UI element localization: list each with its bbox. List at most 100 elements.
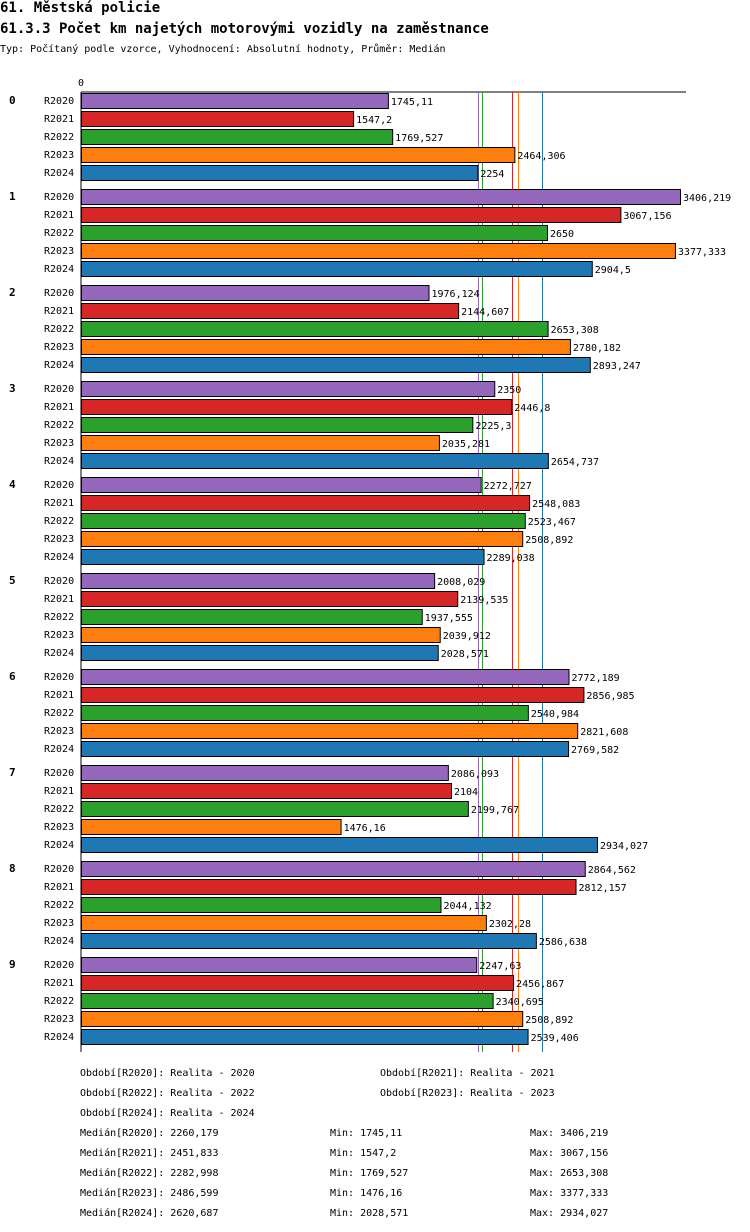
data-label: 2289,038 (487, 553, 535, 564)
series-label: R2024 (44, 552, 74, 563)
bar (81, 933, 537, 949)
category-label: 7 (9, 766, 16, 779)
data-label: 2769,582 (571, 745, 619, 756)
bar (81, 1029, 529, 1045)
series-label: R2020 (44, 768, 74, 779)
bar (81, 453, 549, 469)
data-label: 1745,11 (391, 97, 433, 108)
bar (81, 957, 478, 973)
bar-chart: 0 0 R2020 1745,11 R2021 1547,2 R2022 1769,527 R2… (9, 78, 731, 1052)
bar (81, 147, 516, 163)
bar (81, 669, 570, 685)
bar (81, 513, 526, 529)
series-label: R2022 (44, 900, 74, 911)
bar (81, 111, 355, 127)
legend-period-r2024: Období[R2024]: Realita - 2024 (80, 1108, 255, 1119)
data-label: 2904,5 (595, 265, 631, 276)
legend-min-r2021: Min: 1547,2 (330, 1148, 397, 1159)
axis-zero-label: 0 (78, 78, 84, 89)
series-label: R2023 (44, 918, 74, 929)
legend-min-r2023: Min: 1476,16 (330, 1188, 403, 1199)
series-label: R2023 (44, 246, 74, 257)
series-label: R2020 (44, 480, 74, 491)
data-label: 2654,737 (551, 457, 599, 468)
legend-max-r2024: Max: 2934,027 (530, 1208, 609, 1219)
series-label: R2021 (44, 786, 74, 797)
series-label: R2024 (44, 936, 74, 947)
series-label: R2024 (44, 744, 74, 755)
bar (81, 93, 389, 109)
data-label: 3377,333 (678, 247, 726, 258)
data-label: 2225,3 (475, 421, 511, 432)
bar (81, 687, 585, 703)
data-label: 2893,247 (593, 361, 641, 372)
legend-min-r2022: Min: 1769,527 (330, 1168, 409, 1179)
legend-median-r2021: Medián[R2021]: 2451,833 (80, 1148, 219, 1159)
series-label: R2021 (44, 402, 74, 413)
bar (81, 261, 593, 277)
bar (81, 573, 436, 589)
bar (81, 879, 577, 895)
series-label: R2022 (44, 612, 74, 623)
data-label: 2254 (480, 169, 504, 180)
data-label: 2456,867 (516, 979, 564, 990)
series-label: R2020 (44, 288, 74, 299)
data-label: 2864,562 (588, 865, 636, 876)
data-label: 2446,8 (514, 403, 550, 414)
data-label: 2464,306 (517, 151, 565, 162)
series-label: R2023 (44, 150, 74, 161)
series-label: R2024 (44, 168, 74, 179)
bar (81, 1011, 524, 1027)
series-label: R2020 (44, 96, 74, 107)
series-label: R2024 (44, 360, 74, 371)
series-label: R2023 (44, 822, 74, 833)
data-label: 2508,892 (525, 1015, 573, 1026)
series-label: R2021 (44, 306, 74, 317)
bar (81, 861, 586, 877)
bar (81, 645, 439, 661)
bar (81, 819, 342, 835)
data-label: 2302,28 (489, 919, 531, 930)
series-label: R2021 (44, 882, 74, 893)
data-label: 2650 (550, 229, 574, 240)
bar (81, 801, 469, 817)
legend-period-r2021: Období[R2021]: Realita - 2021 (380, 1068, 555, 1079)
bar (81, 399, 513, 415)
data-label: 1547,2 (356, 115, 392, 126)
bar (81, 765, 449, 781)
category-label: 3 (9, 382, 16, 395)
bar (81, 339, 571, 355)
data-label: 2934,027 (600, 841, 648, 852)
series-label: R2024 (44, 456, 74, 467)
series-label: R2024 (44, 648, 74, 659)
legend-period-r2020: Období[R2020]: Realita - 2020 (80, 1068, 255, 1079)
legend-min-r2020: Min: 1745,11 (330, 1128, 403, 1139)
series-label: R2022 (44, 228, 74, 239)
data-label: 2035,281 (442, 439, 490, 450)
legend-max-r2023: Max: 3377,333 (530, 1188, 609, 1199)
series-label: R2020 (44, 864, 74, 875)
bar (81, 381, 496, 397)
series-label: R2021 (44, 978, 74, 989)
bar (81, 321, 549, 337)
bar (81, 993, 494, 1009)
series-label: R2023 (44, 342, 74, 353)
bar (81, 417, 474, 433)
legend-median-r2023: Medián[R2023]: 2486,599 (80, 1188, 219, 1199)
data-label: 2199,767 (471, 805, 519, 816)
data-label: 2812,157 (579, 883, 627, 894)
data-label: 2653,308 (551, 325, 599, 336)
data-label: 2780,182 (573, 343, 621, 354)
bar (81, 303, 460, 319)
legend-max-r2022: Max: 2653,308 (530, 1168, 609, 1179)
data-label: 2539,406 (531, 1033, 579, 1044)
series-label: R2020 (44, 384, 74, 395)
bar (81, 705, 529, 721)
category-label: 4 (9, 478, 16, 491)
category-label: 9 (9, 958, 16, 971)
data-label: 2144,607 (461, 307, 509, 318)
series-label: R2023 (44, 630, 74, 641)
bar (81, 243, 676, 259)
bar (81, 357, 591, 373)
data-label: 2044,132 (443, 901, 491, 912)
